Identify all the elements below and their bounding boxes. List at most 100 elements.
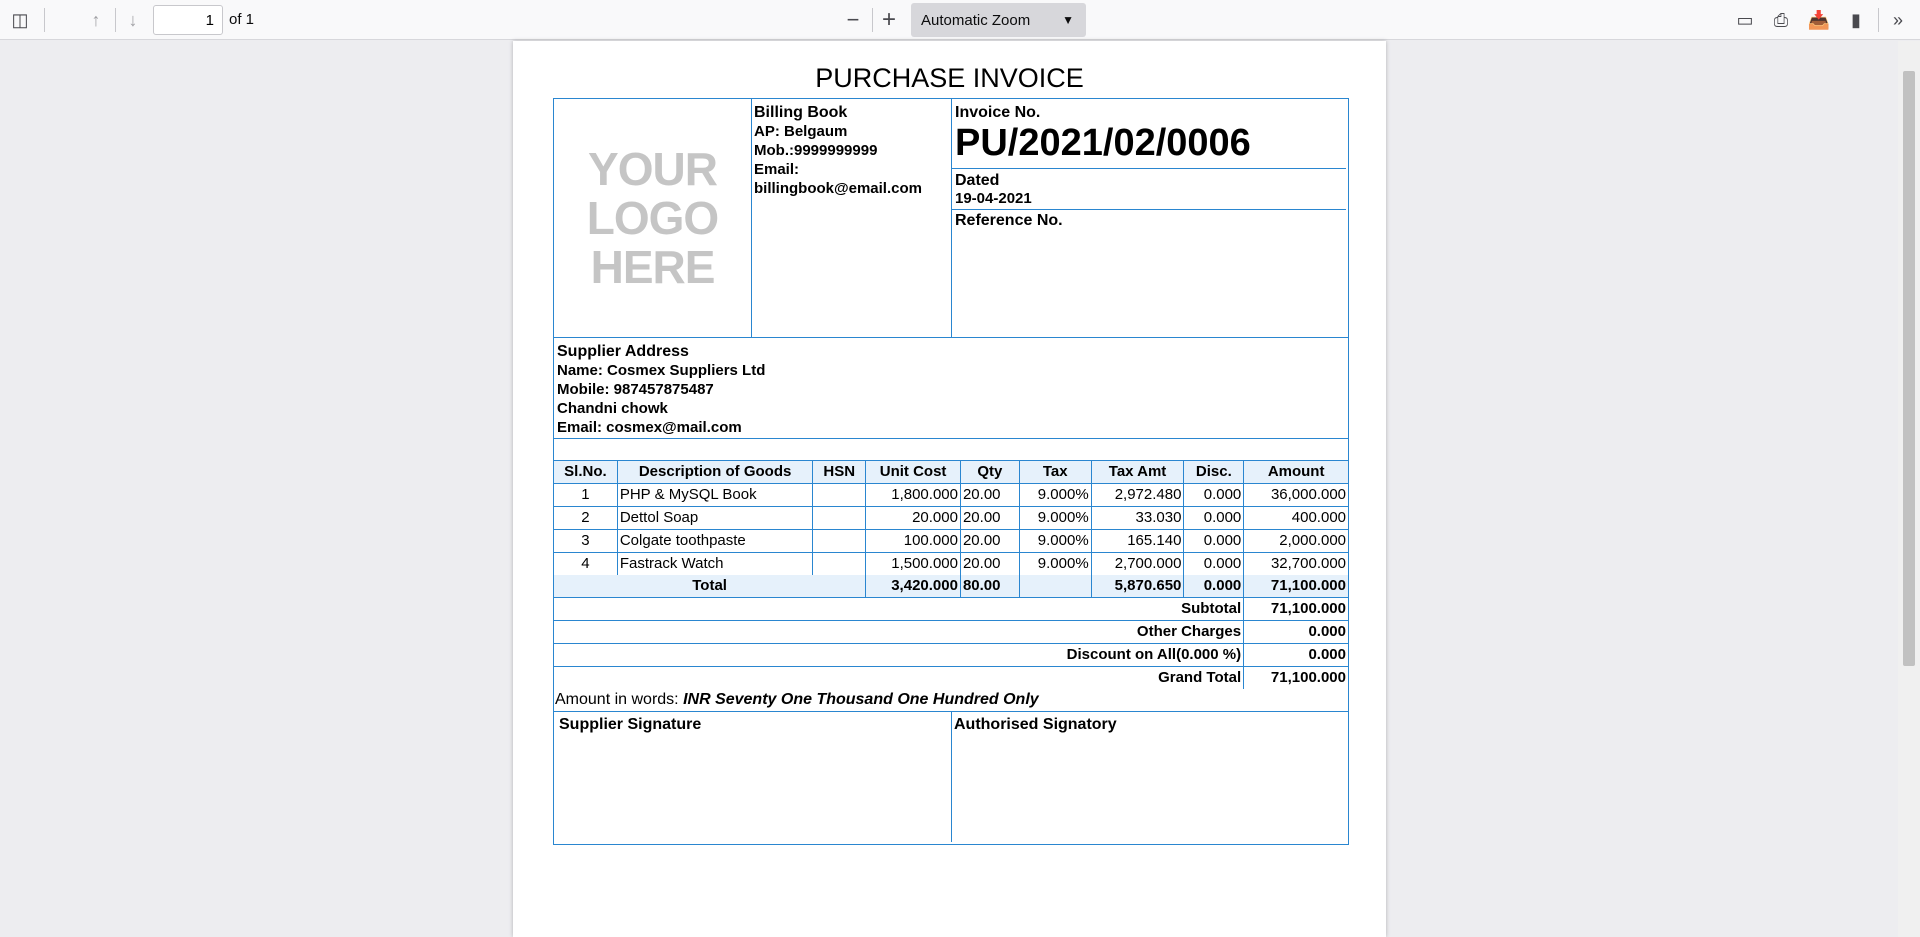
table-cell: 9.000% xyxy=(1020,553,1092,575)
table-cell xyxy=(813,484,867,506)
supplier-heading: Supplier Address xyxy=(557,343,689,360)
table-cell: 0.000 xyxy=(1184,484,1245,506)
print-icon[interactable]: ⎙ xyxy=(1773,9,1789,30)
column-header: Amount xyxy=(1267,463,1325,480)
summary-label: Discount on All(0.000 %) xyxy=(554,644,1245,666)
seller-email-label: Email: xyxy=(754,161,800,178)
table-cell: 1,500.000 xyxy=(866,553,961,575)
table-cell xyxy=(813,530,867,552)
table-cell: Colgate toothpaste xyxy=(618,530,814,552)
summary-row: Other Charges 0.000 xyxy=(554,621,1348,644)
table-cell: 0.000 xyxy=(1184,553,1245,575)
table-cell: 165.140 xyxy=(1092,530,1185,552)
signature-section: Supplier Signature Authorised Signatory xyxy=(554,712,1348,844)
table-cell: 20.00 xyxy=(961,507,1020,529)
summary-row: Subtotal 71,100.000 xyxy=(554,598,1348,621)
pdf-page: PURCHASE INVOICE YOUR LOGO HERE Billing Bo… xyxy=(513,41,1386,937)
items-table: Sl.No. Description of Goods HSN Unit Cost Qt… xyxy=(554,461,1348,575)
column-header: Qty xyxy=(961,461,1020,483)
scrollbar-thumb[interactable] xyxy=(1903,71,1915,666)
invoice-table: YOUR LOGO HERE Billing Book AP: Belgaum Mo… xyxy=(553,98,1349,845)
table-cell xyxy=(813,507,867,529)
spacer-row xyxy=(554,439,1348,461)
invoice-number: PU/2021/02/0006 xyxy=(952,122,1346,169)
total-row: Total 3,420.000 80.00 5,870.650 0.000 71… xyxy=(554,575,1348,598)
zoom-select-value: Automatic Zoom xyxy=(921,11,1031,29)
previous-page-icon[interactable]: ↑ xyxy=(91,9,101,30)
next-page-icon[interactable]: ↓ xyxy=(128,9,138,30)
table-row: 2 Dettol Soap 20.000 20.00 9.000% 33.030 0.000… xyxy=(554,507,1348,530)
table-cell: 9.000% xyxy=(1020,530,1092,552)
chevron-down-icon: ▼ xyxy=(1062,13,1074,27)
supplier-street: Chandni chowk xyxy=(557,400,668,417)
table-cell: 20.00 xyxy=(961,530,1020,552)
supplier-mobile: Mobile: 987457875487 xyxy=(557,381,714,398)
table-cell: 1 xyxy=(554,484,618,506)
zoom-in-icon[interactable]: + xyxy=(881,6,896,33)
table-cell: 20.00 xyxy=(961,484,1020,506)
column-header: Disc. xyxy=(1184,461,1245,483)
table-cell: PHP & MySQL Book xyxy=(618,484,814,506)
table-row: 3 Colgate toothpaste 100.000 20.00 9.000% 165… xyxy=(554,530,1348,553)
column-header: HSN xyxy=(813,461,867,483)
zoom-out-icon[interactable]: − xyxy=(846,7,860,32)
table-cell: 1,800.000 xyxy=(866,484,961,506)
invoice-info: Invoice No. PU/2021/02/0006 Dated 19-04-… xyxy=(952,99,1348,337)
table-cell: 32,700.000 xyxy=(1270,555,1347,572)
table-cell: 9.000% xyxy=(1020,484,1092,506)
table-cell: Fastrack Watch xyxy=(618,553,814,575)
column-header: Description of Goods xyxy=(618,461,814,483)
supplier-address: Supplier Address Name: Cosmex Suppliers … xyxy=(554,338,1348,439)
invoice-title: PURCHASE INVOICE xyxy=(815,63,1084,93)
seller-info: Billing Book AP: Belgaum Mob.:9999999999… xyxy=(752,99,952,337)
dated-label: Dated xyxy=(955,172,1000,189)
supplier-name: Name: Cosmex Suppliers Ltd xyxy=(557,362,766,379)
page-number-input[interactable] xyxy=(153,5,223,35)
table-cell: 4 xyxy=(554,553,618,575)
table-cell: 36,000.000 xyxy=(1270,486,1347,503)
summary-value: 71,100.000 xyxy=(1270,669,1346,686)
table-cell: Dettol Soap xyxy=(618,507,814,529)
bookmark-icon[interactable]: ▮ xyxy=(1851,9,1861,30)
summary-row: Discount on All(0.000 %) 0.000 xyxy=(554,644,1348,667)
table-cell: 20.00 xyxy=(961,553,1020,575)
invoice-date: 19-04-2021 xyxy=(952,190,1346,210)
table-cell: 2,700.000 xyxy=(1092,553,1185,575)
supplier-signature: Supplier Signature xyxy=(554,712,952,842)
pdf-toolbar: ◫ ↑ ↓ of 1 − + Automatic Zoom ▼ ▭ ⎙ 📥 ▮ » xyxy=(0,0,1920,40)
amount-in-words: Amount in words: INR Seventy One Thousan… xyxy=(554,689,1348,712)
summary-value: 0.000 xyxy=(1308,646,1346,663)
column-header: Tax Amt xyxy=(1092,461,1185,483)
reference-label: Reference No. xyxy=(955,212,1063,229)
supplier-email: Email: cosmex@mail.com xyxy=(557,419,742,436)
summary-label: Subtotal xyxy=(554,598,1245,620)
summary-row: Grand Total 71,100.000 xyxy=(554,667,1348,689)
table-cell: 400.000 xyxy=(1291,509,1347,526)
invoice-no-label: Invoice No. xyxy=(955,104,1041,121)
table-cell: 9.000% xyxy=(1020,507,1092,529)
presentation-mode-icon[interactable]: ▭ xyxy=(1736,9,1754,30)
table-cell: 2 xyxy=(554,507,618,529)
seller-email: billingbook@email.com xyxy=(754,180,922,197)
table-cell xyxy=(813,553,867,575)
tools-menu-icon[interactable]: » xyxy=(1892,9,1903,30)
authorised-signatory: Authorised Signatory xyxy=(954,716,1117,733)
summary-value: 0.000 xyxy=(1308,623,1346,640)
save-icon[interactable]: 📥 xyxy=(1807,9,1831,30)
column-header: Unit Cost xyxy=(866,461,961,483)
table-cell: 0.000 xyxy=(1184,530,1245,552)
table-row: 1 PHP & MySQL Book 1,800.000 20.00 9.000% 2,9… xyxy=(554,484,1348,507)
column-header: Tax xyxy=(1020,461,1092,483)
seller-mobile: Mob.:9999999999 xyxy=(754,142,878,159)
zoom-select[interactable]: Automatic Zoom ▼ xyxy=(911,3,1086,37)
sidebar-toggle-icon[interactable]: ◫ xyxy=(11,9,29,30)
table-cell: 3 xyxy=(554,530,618,552)
table-cell: 0.000 xyxy=(1184,507,1245,529)
summary-label: Other Charges xyxy=(554,621,1245,643)
logo-placeholder: YOUR LOGO HERE xyxy=(554,99,752,337)
table-header: Sl.No. Description of Goods HSN Unit Cost Qt… xyxy=(554,461,1348,484)
scrollbar[interactable] xyxy=(1898,41,1920,937)
table-cell: 33.030 xyxy=(1092,507,1185,529)
summary-label: Grand Total xyxy=(554,667,1245,689)
table-cell: 2,972.480 xyxy=(1092,484,1185,506)
